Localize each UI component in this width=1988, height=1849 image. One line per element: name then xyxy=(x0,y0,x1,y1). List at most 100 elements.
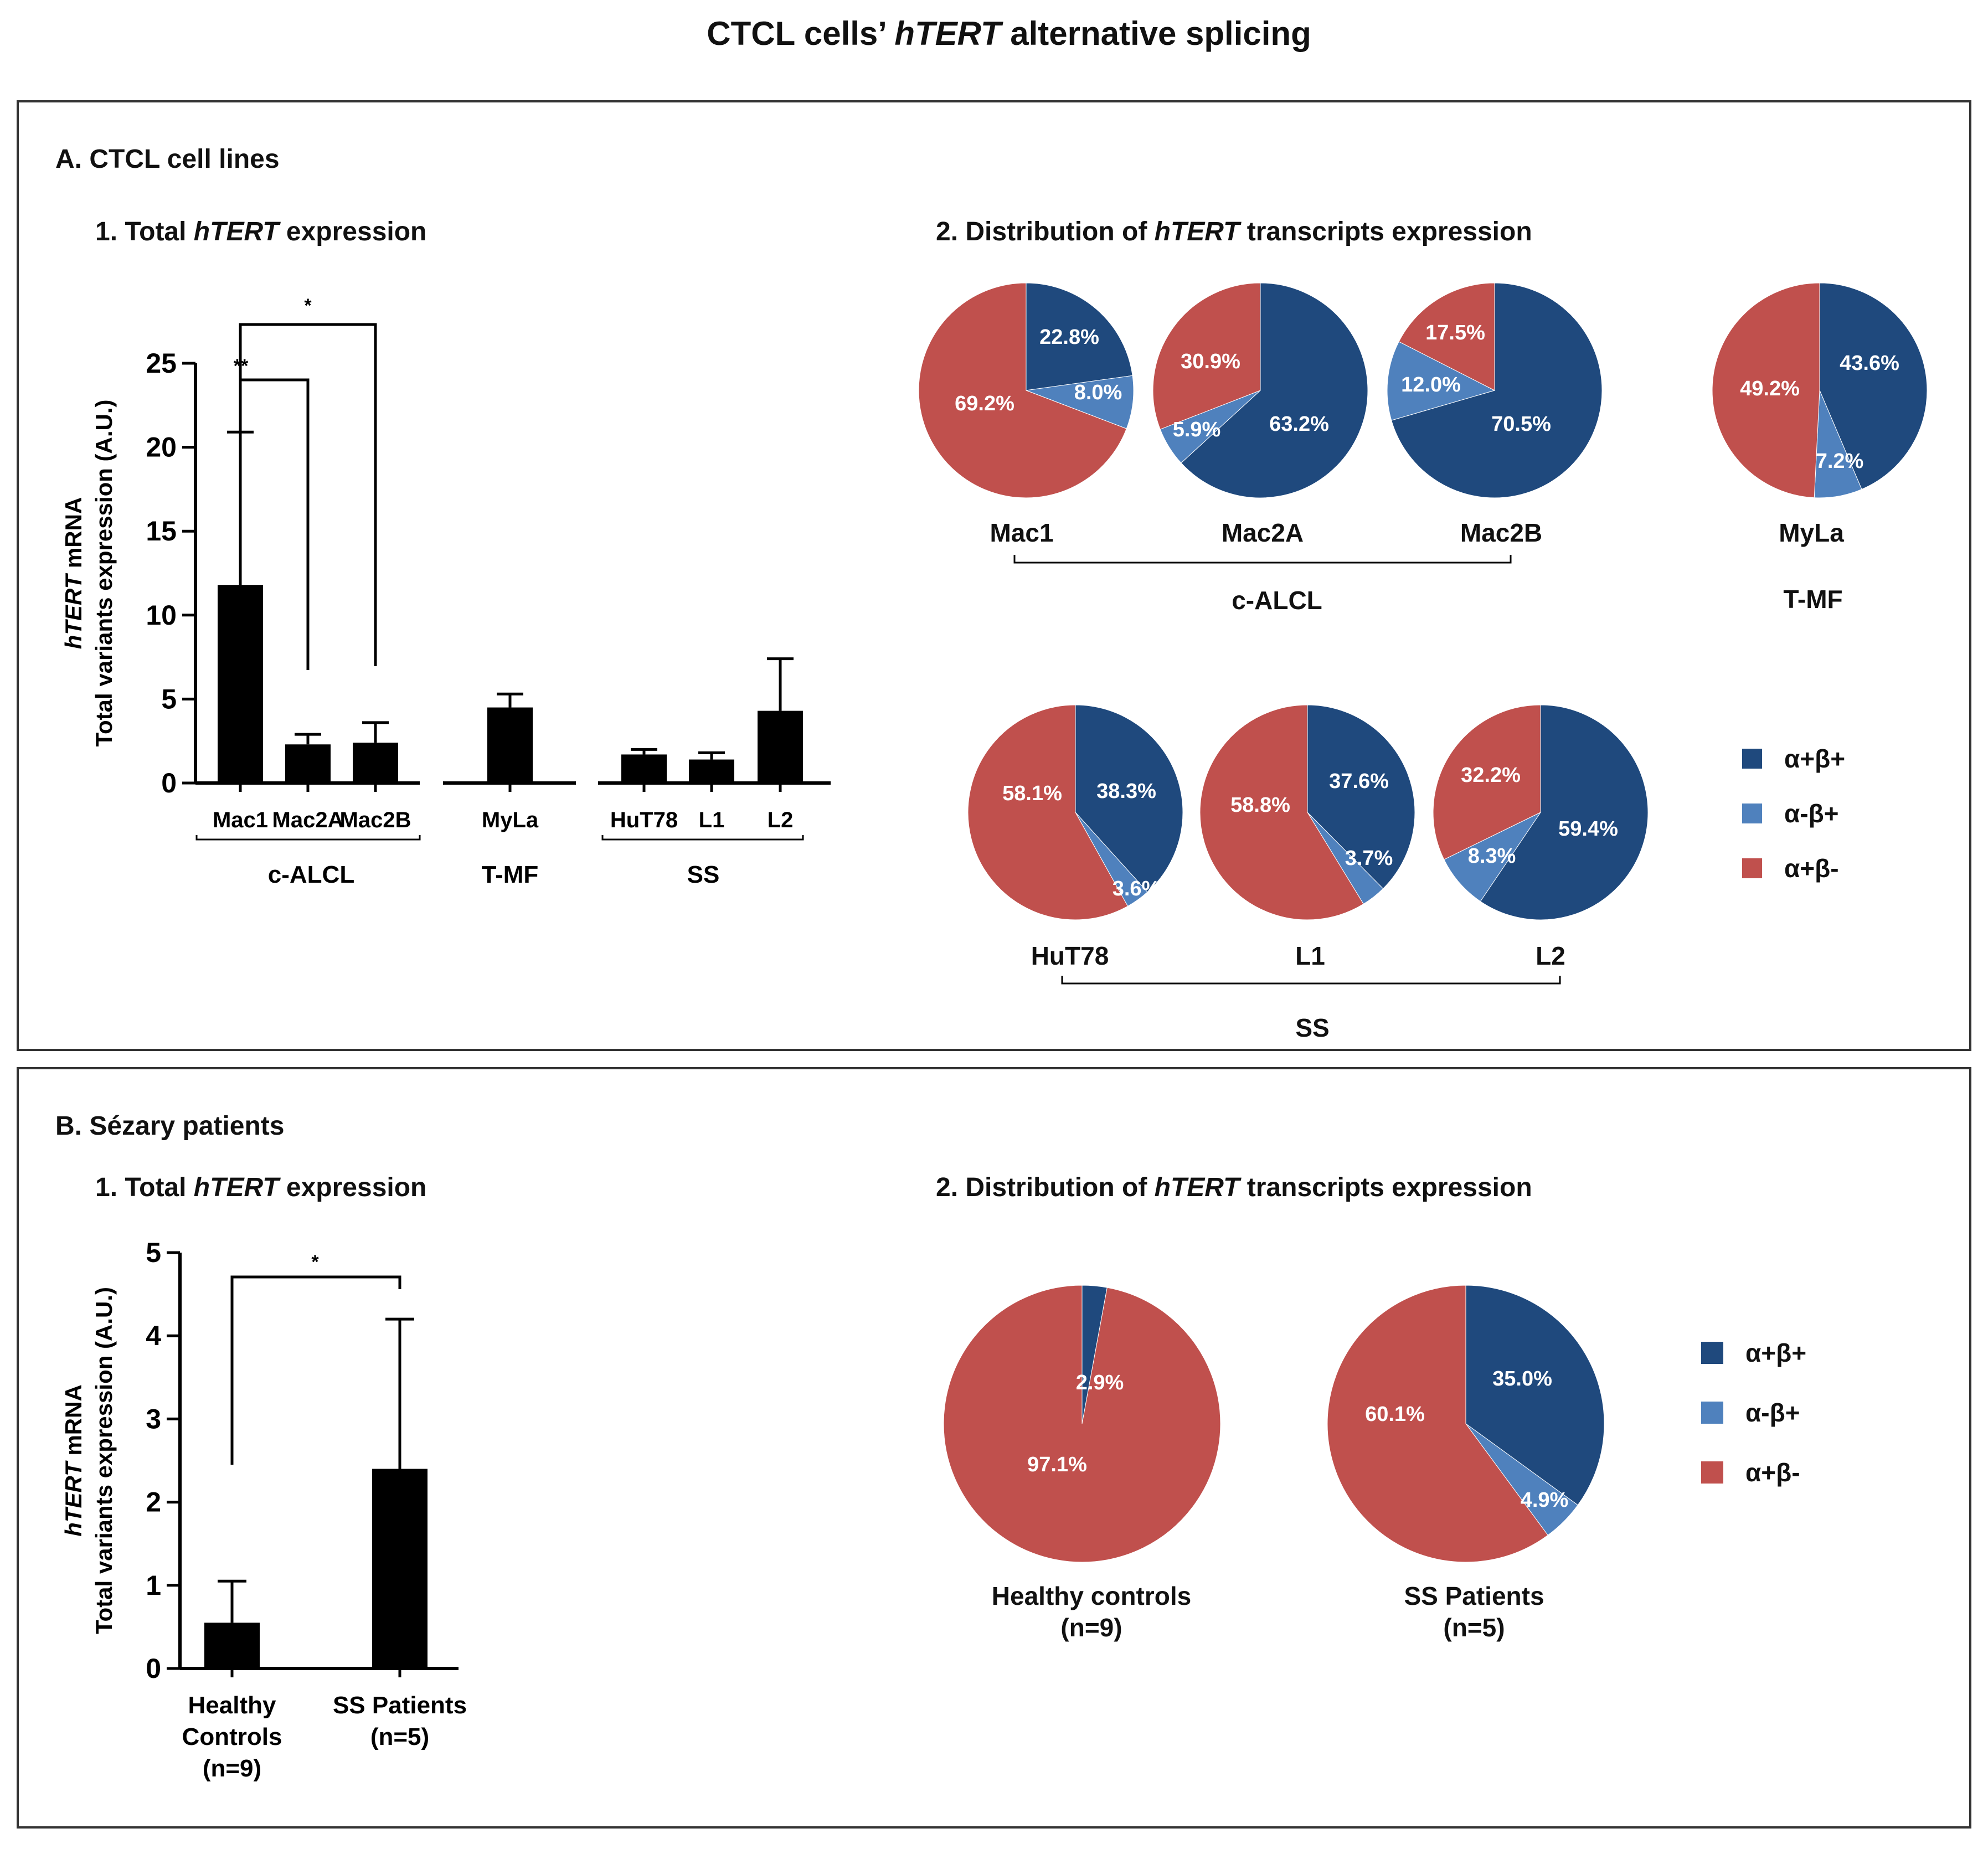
pie-label: (n=9) xyxy=(1060,1613,1122,1642)
y-tick-label: 0 xyxy=(161,768,177,799)
pie-slice xyxy=(1465,1285,1605,1506)
legend-swatch xyxy=(1742,858,1762,878)
x-tick-label: L1 xyxy=(699,808,725,832)
pie-slice-label: 22.8% xyxy=(1039,326,1099,349)
significance-label: * xyxy=(311,1251,319,1273)
x-tick-label: MyLa xyxy=(482,808,539,832)
pie-slice xyxy=(1026,375,1134,429)
y-axis-label-suffix: mRNA xyxy=(60,497,86,575)
legend-panel-b: α+β+ α-β+ α+β- xyxy=(1701,1338,1806,1487)
pie-label: HuT78 xyxy=(1031,941,1109,970)
y-axis-label-suffix: mRNA xyxy=(60,1384,86,1462)
pie-slice-label: 59.4% xyxy=(1558,817,1618,841)
y-axis-label-line1: hTERT mRNA xyxy=(60,497,86,650)
group-label: c-ALCL xyxy=(268,861,354,888)
panel-a-subtitle-1: 1. Total hTERT expression xyxy=(95,217,426,246)
group-bracket xyxy=(1013,555,1512,564)
pie-slice xyxy=(1181,282,1368,498)
pie-slice-label: 7.2% xyxy=(1816,450,1864,473)
legend-label: α+β+ xyxy=(1745,1338,1806,1367)
pie-slice xyxy=(1307,704,1415,889)
pie-slice xyxy=(967,704,1129,920)
y-tick-label: 4 xyxy=(146,1320,161,1351)
pie-slice-label: 63.2% xyxy=(1269,413,1329,436)
bar-chart-cell-lines: 0 5 10 15 20 25 hTERT mRNA Total variants expre… xyxy=(60,295,831,888)
legend-label: α-β+ xyxy=(1784,799,1839,828)
y-tick-label: 5 xyxy=(146,1237,161,1268)
group-bracket xyxy=(1061,976,1561,985)
bar xyxy=(285,744,331,783)
significance-label: * xyxy=(304,295,312,316)
y-tick-label: 0 xyxy=(146,1653,161,1684)
pie-slice xyxy=(1433,704,1541,860)
pie-slice-label: 3.7% xyxy=(1345,847,1393,870)
pie-slice xyxy=(1075,704,1183,893)
bar xyxy=(621,754,667,783)
y-axis-label-line1: hTERT mRNA xyxy=(60,1384,86,1537)
group-bracket xyxy=(195,835,421,841)
group-label: T-MF xyxy=(1783,585,1842,614)
legend-swatch xyxy=(1742,804,1762,823)
x-tick-label: Mac2A xyxy=(272,808,344,832)
x-tick-label: L2 xyxy=(768,808,794,832)
pie-slice-label: 69.2% xyxy=(955,392,1014,415)
legend-swatch xyxy=(1701,1342,1723,1364)
y-axis-label-italic: hTERT xyxy=(60,1460,86,1537)
pie-slice-label: 49.2% xyxy=(1740,377,1800,400)
pie-slice xyxy=(1712,282,1820,498)
pie-slice-label: 5.9% xyxy=(1173,418,1221,441)
legend-label: α-β+ xyxy=(1745,1398,1800,1427)
pie-slice-label: 35.0% xyxy=(1492,1367,1552,1390)
x-tick-label: Controls xyxy=(182,1723,282,1750)
pie-slice-label: 32.2% xyxy=(1461,764,1521,787)
pie-label: Healthy controls xyxy=(992,1582,1191,1610)
legend-label: α+β- xyxy=(1784,854,1839,883)
pie-slice xyxy=(918,282,1127,498)
significance-bracket xyxy=(230,1275,401,1465)
legend-swatch xyxy=(1701,1402,1723,1424)
pie-slice xyxy=(1398,282,1495,391)
y-axis-label-line2: Total variants expression (A.U.) xyxy=(91,399,117,746)
pie-label: (n=5) xyxy=(1443,1613,1505,1642)
pie-slice-label: 97.1% xyxy=(1027,1453,1087,1476)
legend-swatch xyxy=(1742,749,1762,769)
panel-a-title: A. CTCL cell lines xyxy=(55,145,280,174)
pie-slice xyxy=(1152,282,1261,430)
pie-slice-label: 8.3% xyxy=(1468,844,1516,868)
pie-slice-label: 2.9% xyxy=(1076,1371,1124,1394)
y-tick-label: 20 xyxy=(146,432,177,463)
pie-slice xyxy=(1480,704,1649,920)
y-axis-label-line2: Total variants expression (A.U.) xyxy=(91,1287,117,1634)
bar xyxy=(689,759,734,783)
pie-slice-label: 4.9% xyxy=(1521,1489,1569,1512)
pie-charts-patients: 2.9% 97.1% Healthy controls (n=9) 35.0% 4.9% 6… xyxy=(943,1285,1605,1642)
group-label: SS xyxy=(687,861,720,888)
y-tick-label: 15 xyxy=(146,516,177,547)
group-label: T-MF xyxy=(482,861,539,888)
bar-chart-patients: 0 1 2 3 4 5 hTERT mRNA Total variants expressio… xyxy=(60,1237,467,1782)
x-tick-label: (n=5) xyxy=(370,1723,429,1750)
pie-charts-cell-lines: 22.8% 8.0% 69.2% Mac1 63.2% 5.9% 30.9% Mac2A 70.… xyxy=(918,282,1928,1042)
pie-label: Mac1 xyxy=(990,518,1053,547)
y-tick-label: 25 xyxy=(146,348,177,379)
panel-b-subtitle-2: 2. Distribution of hTERT transcripts exp… xyxy=(936,1173,1532,1202)
y-tick-label: 1 xyxy=(146,1570,161,1601)
legend-swatch xyxy=(1701,1461,1723,1484)
pie-slice-label: 58.1% xyxy=(1002,782,1062,805)
bar xyxy=(353,743,398,783)
pie-slice-label: 12.0% xyxy=(1401,373,1461,396)
pie-slice-label: 70.5% xyxy=(1491,413,1551,436)
pie-slice-label: 60.1% xyxy=(1365,1403,1425,1426)
pie-label: SS Patients xyxy=(1404,1582,1544,1610)
pie-label: Mac2B xyxy=(1460,518,1542,547)
pie-slice-label: 3.6% xyxy=(1113,877,1161,900)
pie-slice-label: 17.5% xyxy=(1425,321,1485,344)
group-label: SS xyxy=(1295,1013,1329,1042)
pie-slice-label: 43.6% xyxy=(1840,352,1899,375)
group-label: c-ALCL xyxy=(1232,586,1322,615)
pie-label: L2 xyxy=(1536,941,1565,970)
y-axis-label-italic: hTERT xyxy=(60,573,86,649)
significance-bracket xyxy=(239,323,377,666)
panel-b-frame xyxy=(17,1067,1971,1829)
